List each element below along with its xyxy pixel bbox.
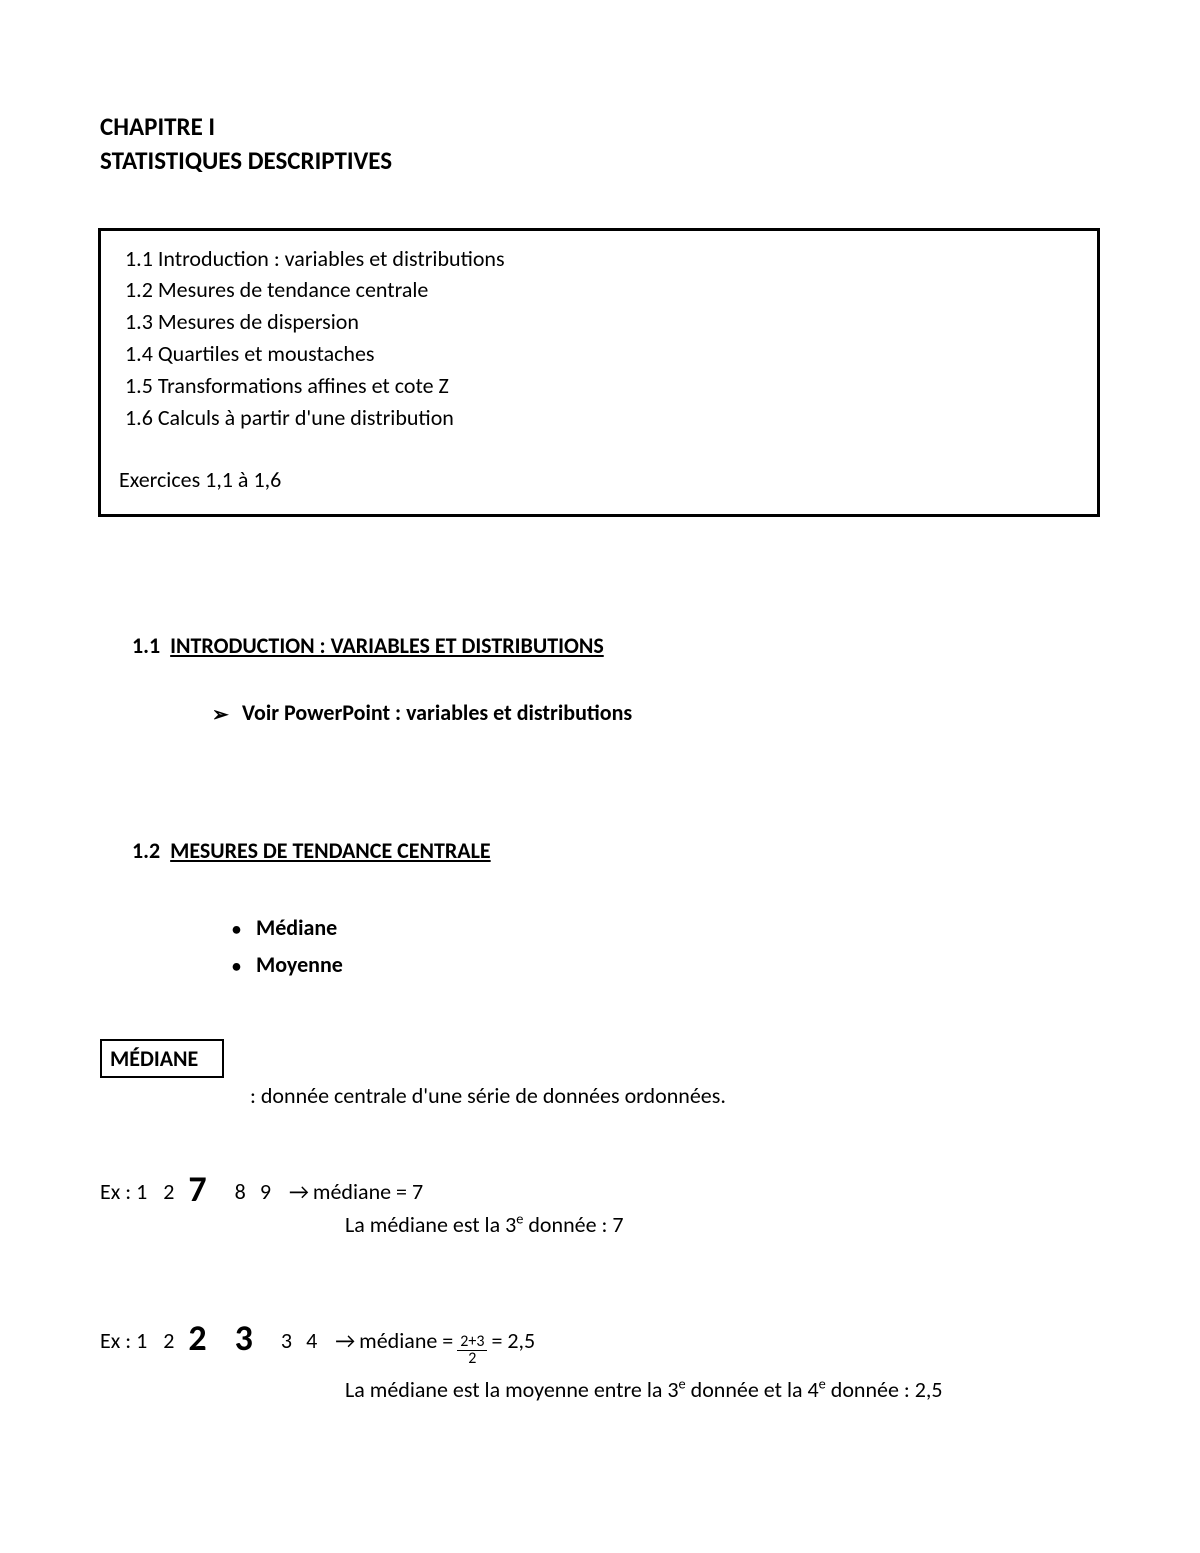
example-1-prefix: Ex : 1 [100, 1178, 147, 1205]
section-1-bullet-text: Voir PowerPoint : variables et distribut… [242, 699, 632, 726]
arrow-right-icon: ➢ [212, 702, 232, 727]
example-2-line: Ex : 1 2 2 3 3 4 → médiane = 2+3 2 = 2,5 [100, 1318, 1100, 1371]
example-2-sub: La médiane est la moyenne entre la 3e do… [100, 1376, 1100, 1403]
section-2-heading: 1.2 MESURES DE TENDANCE CENTRALE [100, 837, 1100, 864]
example-2-sub-c: donnée : 2,5 [826, 1376, 943, 1403]
mediane-definition: : donnée centrale d'une série de données… [100, 1082, 1100, 1109]
section-2-title: MESURES DE TENDANCE CENTRALE [170, 837, 491, 864]
toc-item: 1.3 Mesures de dispersion [125, 306, 1079, 338]
section-2-number: 1.2 [132, 837, 160, 864]
toc-box: 1.1 Introduction : variables et distribu… [98, 228, 1100, 517]
section-2-bullets: •Médiane •Moyenne [100, 909, 1100, 984]
toc-item: 1.5 Transformations affines et cote Z [125, 370, 1079, 402]
arrow-right-icon: → [289, 1178, 309, 1205]
mediane-box: MÉDIANE [100, 1039, 224, 1078]
bullet-item: •Médiane [232, 909, 1100, 946]
example-1-sub-tail: donnée : 7 [523, 1211, 623, 1238]
fraction-denominator: 2 [457, 1351, 487, 1368]
example-2-prefix: Ex : 1 [100, 1327, 147, 1354]
chapter-line-2: STATISTIQUES DESCRIPTIVES [100, 144, 1100, 178]
example-2-sup2: e [819, 1375, 826, 1393]
arrow-right-icon: → [335, 1327, 355, 1354]
chapter-heading: CHAPITRE I STATISTIQUES DESCRIPTIVES [100, 110, 1100, 178]
example-2-d2: 2 [163, 1327, 174, 1354]
example-2-sup1: e [679, 1375, 686, 1393]
section-1-number: 1.1 [132, 632, 160, 659]
section-1-bullet: ➢ Voir PowerPoint : variables et distribu… [100, 699, 1100, 727]
example-1-d4: 8 [235, 1178, 246, 1205]
example-1-d5: 9 [260, 1178, 271, 1205]
bullet-item: •Moyenne [232, 946, 1100, 983]
example-2-sub-b: donnée et la 4 [686, 1376, 819, 1403]
bullet-label: Médiane [256, 914, 337, 941]
section-1-title: INTRODUCTION : VARIABLES ET DISTRIBUTION… [170, 632, 604, 659]
example-2-tail: = 2,5 [491, 1327, 535, 1354]
section-1-heading: 1.1 INTRODUCTION : VARIABLES ET DISTRIBU… [100, 632, 1100, 659]
example-1-sub: La médiane est la 3e donnée : 7 [100, 1211, 1100, 1238]
example-2-big1: 2 [188, 1320, 206, 1356]
example-2-sub-a: La médiane est la moyenne entre la 3 [345, 1376, 679, 1403]
bullet-label: Moyenne [256, 951, 343, 978]
toc-item: 1.6 Calculs à partir d'une distribution [125, 402, 1079, 434]
toc-exercises: Exercices 1,1 à 1,6 [119, 464, 1079, 496]
example-1-big: 7 [188, 1171, 206, 1207]
chapter-line-1: CHAPITRE I [100, 110, 1100, 144]
bullet-dot-icon: • [232, 914, 256, 945]
example-1-line: Ex : 1 2 7 8 9 → médiane = 7 [100, 1169, 1100, 1205]
example-1-sub-a: La médiane est la 3 [345, 1211, 516, 1238]
bullet-dot-icon: • [232, 951, 256, 982]
toc-items: 1.1 Introduction : variables et distribu… [119, 243, 1079, 434]
example-2-big2: 3 [235, 1320, 253, 1356]
toc-item: 1.2 Mesures de tendance centrale [125, 274, 1079, 306]
example-2-d5: 3 [281, 1327, 292, 1354]
example-1-d2: 2 [163, 1178, 174, 1205]
example-1-result: médiane = 7 [313, 1178, 423, 1205]
example-2-fraction: 2+3 2 [457, 1334, 487, 1369]
example-2-d6: 4 [306, 1327, 317, 1354]
toc-item: 1.4 Quartiles et moustaches [125, 338, 1079, 370]
toc-item: 1.1 Introduction : variables et distribu… [125, 243, 1079, 275]
example-2-mlabel: médiane = [359, 1327, 453, 1354]
